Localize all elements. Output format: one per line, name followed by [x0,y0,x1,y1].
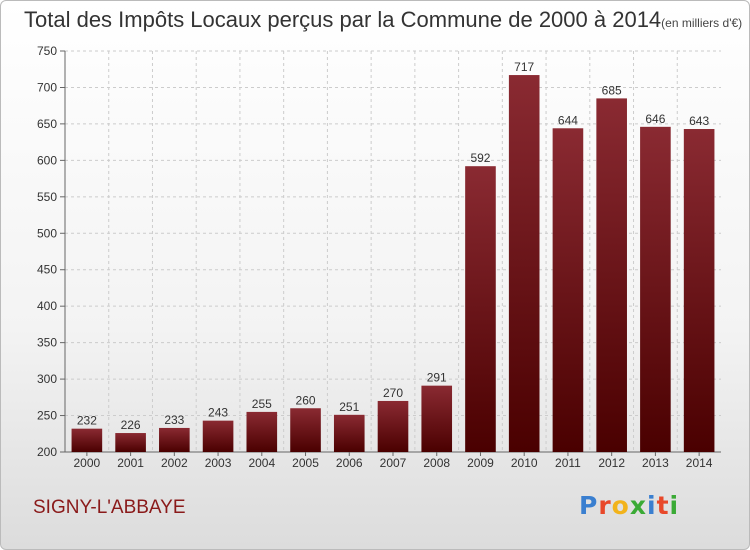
y-tick-label-600: 600 [37,153,57,167]
logo-letter: o [611,491,630,520]
x-tick-label-2005: 2005 [292,456,319,470]
value-label-2007: 270 [383,386,403,400]
x-tick-label-2004: 2004 [248,456,275,470]
y-tick-label-550: 550 [37,190,57,204]
x-tick-label-2006: 2006 [336,456,363,470]
x-tick-label-2002: 2002 [161,456,188,470]
logo-letter: x [629,491,647,520]
x-tick-label-2001: 2001 [117,456,144,470]
y-tick-label-400: 400 [37,299,57,313]
bar-2005 [290,408,321,452]
bar-2007 [377,400,409,452]
value-label-2002: 233 [164,413,184,427]
chart-unit: (en milliers d'€) [661,16,743,30]
axis-layer: 200 250 300 350 400 450 500 550 600 650 700 750 2000… [37,44,721,470]
value-label-2010: 717 [514,60,534,74]
y-tick-label-450: 450 [37,263,57,277]
bar-2003 [202,420,234,452]
x-tick-label-2007: 2007 [380,456,407,470]
value-label-2014: 643 [689,114,709,128]
value-label-2013: 646 [645,112,665,126]
bar-2000 [71,428,103,452]
y-tick-label-200: 200 [37,445,57,459]
bar-2008 [421,385,453,452]
y-tick-label-350: 350 [37,336,57,350]
x-tick-label-2010: 2010 [511,456,538,470]
x-tick-label-2011: 2011 [555,456,581,470]
value-label-2000: 232 [77,414,97,428]
y-tick-label-750: 750 [37,44,57,58]
x-tick-label-2012: 2012 [598,456,625,470]
proxiti-logo: Proxiti [579,491,679,520]
value-label-2005: 260 [296,393,316,407]
value-label-2006: 251 [339,400,359,414]
label-layer: 232 226 233 243 255 260 251 270 291 592 717 644 685 6… [77,60,710,432]
chart-title-text: Total des Impôts Locaux perçus par la Co… [24,7,662,32]
bar-2012 [596,98,627,453]
value-label-2008: 291 [427,371,447,385]
chart-title: Total des Impôts Locaux perçus par la Co… [24,7,742,33]
bar-2009 [465,166,496,453]
y-tick-label-700: 700 [37,80,57,94]
bar-2004 [246,411,278,452]
x-tick-label-2003: 2003 [205,456,232,470]
y-tick-label-250: 250 [37,409,57,423]
x-tick-label-2008: 2008 [423,456,450,470]
value-label-2011: 644 [558,113,578,127]
value-label-2001: 226 [121,418,141,432]
bar-2002 [159,427,190,452]
value-label-2009: 592 [470,151,490,165]
value-label-2012: 685 [602,83,622,97]
logo-letter: i [669,491,680,520]
y-tick-label-300: 300 [37,372,57,386]
bar-2010 [508,75,540,452]
x-tick-label-2000: 2000 [74,456,101,470]
bar-2013 [640,126,671,453]
value-label-2004: 255 [252,397,272,411]
logo-letter: P [579,491,599,520]
commune-name: SIGNY-L'ABBAYE [33,497,186,518]
x-tick-label-2009: 2009 [467,456,494,470]
logo-letter: r [598,491,612,520]
x-tick-label-2014: 2014 [686,456,713,470]
bar-2011 [552,128,584,452]
y-tick-label-500: 500 [37,226,57,240]
x-tick-label-2013: 2013 [642,456,669,470]
logo-letter: t [656,491,670,520]
y-tick-label-650: 650 [37,117,57,131]
bar-2001 [115,433,146,452]
bar-2014 [683,129,715,452]
bar-2006 [333,414,365,452]
value-label-2003: 243 [208,406,228,420]
bar-layer [71,75,715,453]
logo-letter: i [647,491,657,520]
